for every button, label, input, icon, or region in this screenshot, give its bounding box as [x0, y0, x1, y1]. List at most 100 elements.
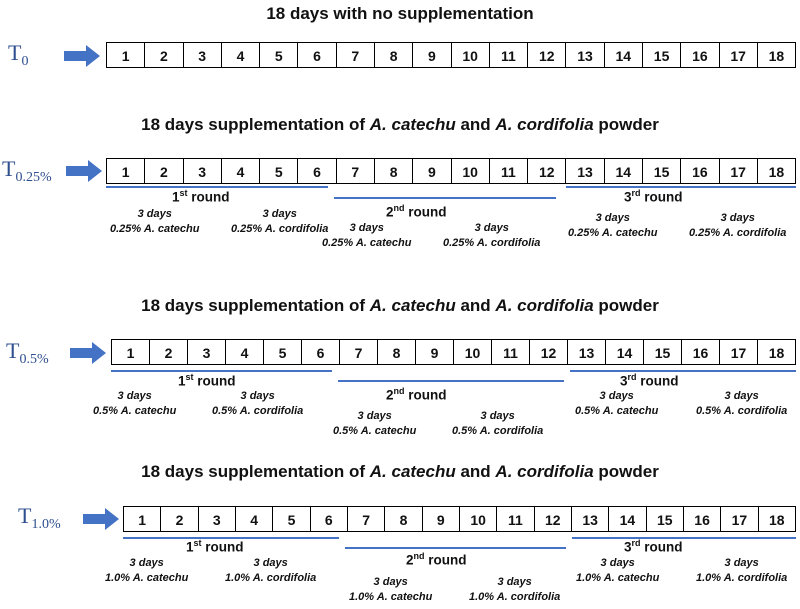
day-cell: 7 [340, 340, 378, 364]
day-cell: 17 [720, 340, 758, 364]
heading-prefix: 18 days supplementation of [141, 115, 370, 134]
dose-annotation-catechu: 3 days 0.5% A. catechu [93, 389, 176, 419]
dose-annotation-cordifolia: 3 days 1.0% A. cordifolia [225, 556, 316, 586]
dose-text: 0.5% A. catechu [93, 405, 177, 417]
day-number: 7 [351, 164, 360, 180]
day-number: 13 [582, 512, 598, 528]
round-ordinal-suffix: nd [393, 386, 405, 396]
t-label-sub: 1.0% [31, 517, 61, 532]
day-cell: 5 [260, 159, 299, 183]
round-ordinal-suffix: nd [413, 551, 425, 561]
day-cell: 7 [337, 43, 375, 67]
round-number: 3 [620, 373, 628, 389]
day-number: 8 [392, 345, 401, 361]
t-label-main: T [6, 338, 20, 363]
round-number: 3 [624, 539, 632, 555]
heading-prefix: 18 days supplementation of [141, 296, 370, 315]
day-cell: 3 [188, 340, 226, 364]
dose-text: 1.0% A. cordifolia [696, 572, 788, 584]
dose-text: 1.0% A. cordifolia [469, 591, 561, 603]
day-number: 17 [730, 345, 747, 361]
day-number: 1 [138, 512, 147, 528]
right-arrow-icon [83, 508, 119, 530]
duration-text: 3 days [497, 576, 532, 588]
day-number: 9 [436, 512, 445, 528]
day-number: 14 [615, 164, 632, 180]
round-1-line [106, 186, 328, 188]
day-cell: 16 [684, 507, 722, 531]
t-label-control: T0 [8, 42, 28, 69]
duration-text: 3 days [595, 212, 630, 224]
dose-annotation-cordifolia: 3 days 0.25% A. cordifolia [443, 221, 540, 251]
day-number: 9 [427, 48, 436, 64]
day-number: 13 [577, 48, 593, 64]
heading-cordifolia: A. cordifolia [495, 462, 594, 481]
dose-text: 1.0% A. cordifolia [225, 572, 317, 584]
duration-text: 3 days [373, 576, 408, 588]
day-cell: 8 [375, 159, 414, 183]
day-number: 18 [768, 345, 785, 361]
day-number: 3 [198, 48, 207, 64]
duration-text: 3 days [129, 557, 164, 569]
heading-and: and [455, 115, 496, 134]
dose-annotation-catechu: 3 days 0.25% A. catechu [110, 207, 199, 237]
dose-text: 0.5% A. cordifolia [212, 405, 304, 417]
day-cell: 3 [199, 507, 236, 531]
round-1-label: 1st round [186, 538, 244, 555]
dose-text: 0.25% A. cordifolia [231, 223, 329, 235]
dose-text: 0.25% A. catechu [322, 237, 412, 249]
round-ordinal-suffix: st [193, 538, 202, 548]
day-number: 17 [731, 512, 748, 528]
heading-catechu: A. catechu [369, 115, 456, 134]
day-cell: 17 [720, 159, 758, 183]
t-label-025: T0.25% [2, 158, 52, 185]
day-cell: 15 [644, 340, 682, 364]
heading-and: and [455, 296, 496, 315]
day-cell: 10 [460, 507, 498, 531]
round-ordinal-suffix: st [179, 188, 188, 198]
day-cell: 3 [184, 43, 222, 67]
dose-text: 0.5% A. catechu [575, 405, 659, 417]
day-cell: 8 [385, 507, 423, 531]
day-cell: 8 [378, 340, 416, 364]
round-3-label: 3rd round [620, 372, 679, 389]
day-cell: 2 [161, 507, 199, 531]
duration-text: 3 days [262, 208, 297, 220]
round-2-line [334, 197, 556, 199]
day-cell: 17 [720, 43, 758, 67]
day-number: 8 [399, 512, 408, 528]
day-cell: 1 [107, 159, 146, 183]
round-1-label: 1st round [178, 372, 236, 389]
round-ordinal-suffix: st [185, 372, 194, 382]
day-cell: 18 [758, 159, 795, 183]
round-2-label: 2nd round [386, 203, 447, 220]
day-cell: 15 [643, 43, 682, 67]
day-cell: 5 [260, 43, 299, 67]
day-number: 8 [389, 164, 398, 180]
round-2-line [345, 547, 566, 549]
duration-text: 3 days [724, 557, 759, 569]
day-number: 2 [175, 512, 184, 528]
t-label-sub: 0 [21, 54, 29, 69]
duration-text: 3 days [720, 212, 755, 224]
day-number: 6 [316, 345, 325, 361]
day-number: 14 [615, 48, 632, 64]
dose-text: 0.5% A. catechu [333, 425, 417, 437]
round-number: 2 [386, 204, 394, 220]
day-cell: 12 [535, 507, 572, 531]
dose-annotation-catechu: 3 days 0.5% A. catechu [333, 409, 416, 439]
t-label-sub: 0.25% [15, 170, 52, 185]
day-cell: 18 [758, 340, 795, 364]
round-2-label: 2nd round [386, 386, 447, 403]
day-number: 13 [578, 345, 595, 361]
day-number: 12 [544, 512, 561, 528]
dose-annotation-catechu: 3 days 1.0% A. catechu [576, 556, 659, 586]
day-number: 5 [278, 345, 287, 361]
dose-annotation-catechu: 3 days 1.0% A. catechu [105, 556, 188, 586]
round-ordinal-suffix: nd [393, 203, 405, 213]
day-cell: 18 [758, 43, 795, 67]
day-number: 10 [462, 164, 478, 180]
heading-cordifolia: A. cordifolia [495, 296, 594, 315]
day-cell: 14 [605, 43, 643, 67]
round-2-line [338, 380, 564, 382]
